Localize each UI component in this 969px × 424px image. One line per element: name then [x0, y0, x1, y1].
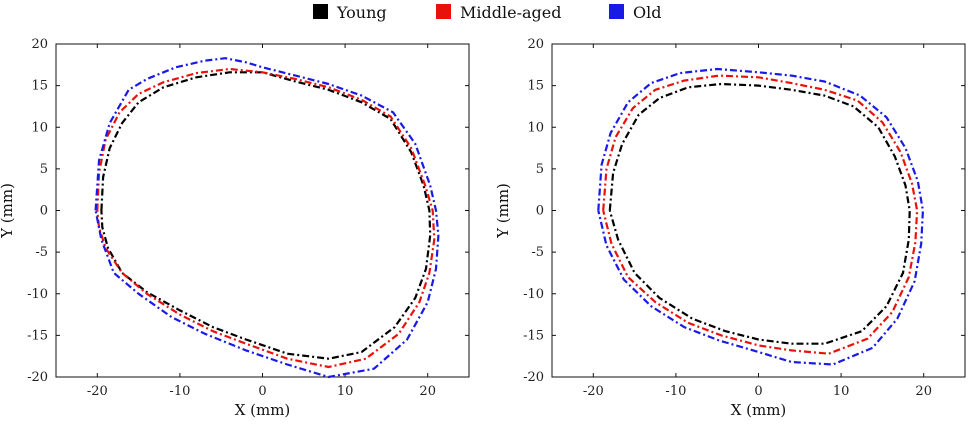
y-tick-label: -20 [523, 370, 544, 385]
x-axis-label: X (mm) [235, 401, 291, 419]
y-tick-label: 10 [527, 120, 544, 135]
y-tick-label: 5 [536, 162, 544, 177]
plot-frame [55, 43, 470, 378]
x-axis-label: X (mm) [731, 401, 787, 419]
x-tick-label: -10 [169, 384, 190, 399]
plot-frame [551, 43, 966, 378]
y-tick-label: 20 [31, 37, 48, 52]
left-plot: -20 -10 0 10 20 -20 -15 -10 -5 0 5 10 15 20 X (mm) Y (m… [0, 37, 470, 419]
y-axis-label: Y (mm) [494, 183, 512, 239]
series-line-young [608, 82, 911, 345]
y-tick-label: -5 [35, 245, 48, 260]
x-tick-label: -10 [665, 384, 686, 399]
y-axis-label: Y (mm) [0, 183, 16, 239]
x-tick-label: 20 [419, 384, 436, 399]
y-tick-label: -15 [27, 328, 48, 343]
y-tick-label: -10 [27, 287, 48, 302]
y-tick-label: -20 [27, 370, 48, 385]
y-tick-label: 0 [40, 204, 48, 219]
y-tick-label: 5 [40, 162, 48, 177]
x-tick-label: -20 [583, 384, 604, 399]
y-tick-label: 15 [31, 79, 48, 94]
y-tick-label: -15 [523, 328, 544, 343]
y-tick-label: 10 [31, 120, 48, 135]
x-tick-label: 10 [833, 384, 850, 399]
x-tick-label: 0 [258, 384, 266, 399]
x-tick-label: 10 [337, 384, 354, 399]
legend-label: Middle-aged [460, 3, 561, 22]
legend-label: Young [336, 3, 387, 22]
legend: Young Middle-aged Old [313, 3, 661, 22]
y-tick-label: 15 [527, 79, 544, 94]
legend-item-young: Young [313, 3, 387, 22]
legend-swatch [436, 4, 451, 19]
x-tick-label: -20 [87, 384, 108, 399]
legend-item-old: Old [609, 3, 661, 22]
series-line-middle-aged [602, 74, 919, 355]
x-tick-label: 0 [754, 384, 762, 399]
legend-swatch [313, 4, 328, 19]
legend-item-middle-aged: Middle-aged [436, 3, 561, 22]
y-tick-label: -5 [531, 245, 544, 260]
series-line-young [100, 71, 432, 360]
y-tick-label: -10 [523, 287, 544, 302]
right-plot: -20 -10 0 10 20 -20 -15 -10 -5 0 5 10 15 20 X (mm) Y (m… [494, 37, 966, 419]
series-line-old [94, 57, 440, 379]
series-line-middle-aged [96, 67, 436, 369]
y-tick-label: 0 [536, 204, 544, 219]
y-tick-label: 20 [527, 37, 544, 52]
legend-swatch [609, 4, 624, 19]
x-tick-label: 20 [915, 384, 932, 399]
legend-label: Old [633, 3, 661, 22]
